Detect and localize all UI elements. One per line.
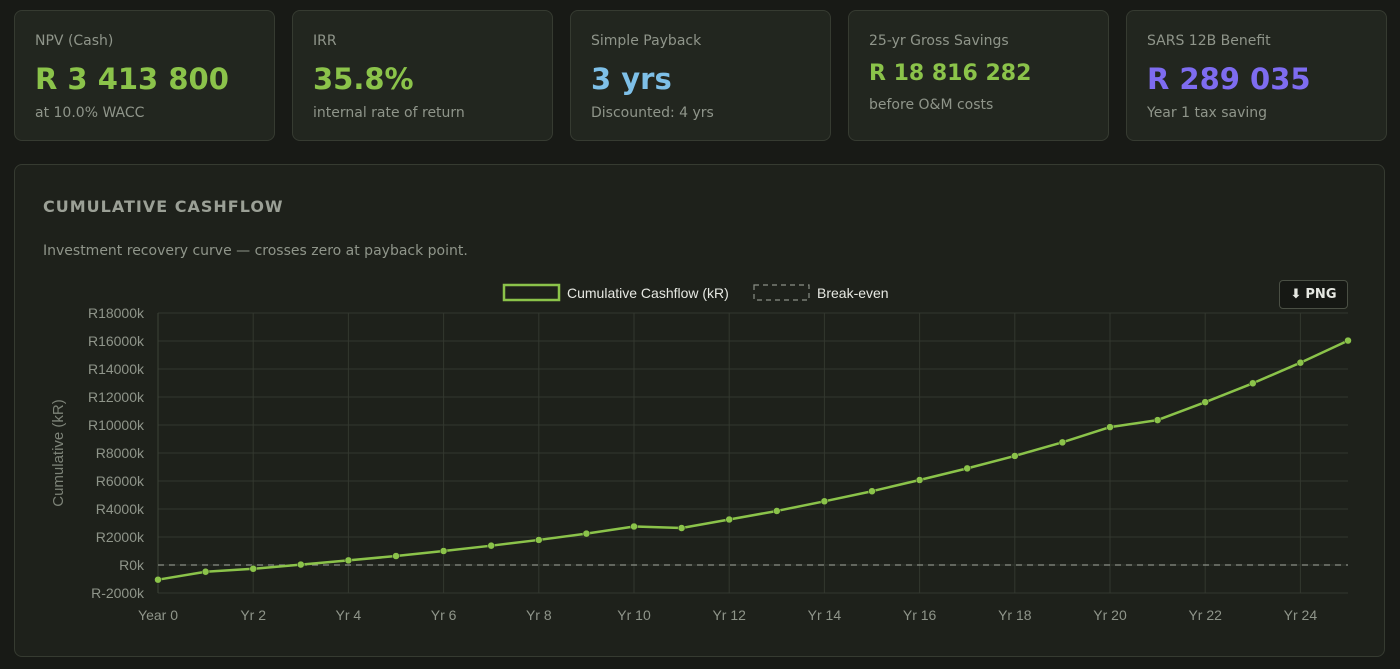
kpi-sub: Year 1 tax saving — [1147, 105, 1268, 121]
kpi-value: R 18 816 282 — [869, 61, 1032, 86]
download-png-button[interactable]: ⬇ PNG — [1279, 280, 1348, 309]
data-point — [1201, 398, 1209, 406]
y-tick-label: R-2000k — [91, 585, 145, 601]
x-tick-label: Yr 4 — [336, 607, 362, 623]
kpi-card-sars-benefit: SARS 12B Benefit R 289 035 Year 1 tax sa… — [1126, 10, 1387, 141]
data-point — [154, 575, 162, 584]
kpi-card-payback: Simple Payback 3 yrs Discounted: 4 yrs — [570, 10, 831, 141]
x-tick-label: Yr 6 — [431, 607, 457, 623]
y-axis-title: Cumulative (kR) — [50, 399, 67, 507]
kpi-value: R 3 413 800 — [35, 62, 229, 96]
kpi-label: 25-yr Gross Savings — [869, 33, 1009, 49]
x-tick-label: Yr 12 — [712, 607, 746, 623]
x-tick-label: Yr 20 — [1093, 607, 1127, 623]
data-point — [677, 524, 686, 532]
x-tick-label: Yr 16 — [903, 607, 937, 623]
cumulative-cashflow-line — [157, 339, 1349, 581]
data-point — [820, 497, 829, 506]
data-point — [392, 552, 400, 560]
kpi-sub: before O&M costs — [869, 97, 994, 113]
y-tick-label: R10000k — [88, 417, 145, 433]
kpi-card-gross-savings: 25-yr Gross Savings R 18 816 282 before … — [848, 10, 1109, 141]
y-tick-label: R16000k — [88, 333, 145, 349]
data-point — [773, 507, 781, 515]
data-point — [725, 515, 733, 524]
kpi-row: NPV (Cash) R 3 413 800 at 10.0% WACC IRR… — [14, 10, 1387, 141]
y-tick-label: R6000k — [96, 473, 145, 489]
data-point — [963, 464, 971, 473]
cashflow-panel: CUMULATIVE CASHFLOW Investment recovery … — [14, 164, 1385, 657]
download-png-label: PNG — [1305, 287, 1337, 302]
kpi-sub: Discounted: 4 yrs — [591, 105, 714, 121]
data-point — [1344, 336, 1352, 345]
data-point — [1153, 416, 1162, 424]
y-tick-label: R4000k — [96, 501, 145, 517]
x-tick-label: Yr 14 — [808, 607, 842, 623]
data-point — [915, 476, 924, 484]
data-point — [201, 567, 210, 576]
panel-description: Investment recovery curve — crosses zero… — [43, 243, 468, 259]
y-tick-label: R18000k — [88, 305, 145, 321]
data-point — [582, 529, 591, 538]
y-tick-label: R12000k — [88, 389, 145, 405]
data-point — [297, 560, 305, 569]
legend-label-break-even: Break-even — [817, 285, 889, 301]
legend-label-cumulative: Cumulative Cashflow (kR) — [567, 285, 729, 301]
kpi-label: SARS 12B Benefit — [1147, 33, 1271, 49]
x-tick-label: Yr 24 — [1284, 607, 1318, 623]
y-tick-label: R14000k — [88, 361, 145, 377]
kpi-label: IRR — [313, 33, 337, 49]
data-point — [1249, 379, 1257, 388]
data-point — [487, 541, 495, 550]
data-point — [1296, 358, 1305, 367]
data-point — [1106, 423, 1114, 431]
x-tick-label: Yr 2 — [240, 607, 266, 623]
kpi-label: Simple Payback — [591, 33, 702, 49]
kpi-label: NPV (Cash) — [35, 33, 114, 49]
kpi-sub: internal rate of return — [313, 105, 465, 121]
kpi-card-npv: NPV (Cash) R 3 413 800 at 10.0% WACC — [14, 10, 275, 141]
data-point — [344, 556, 353, 565]
data-point — [1011, 452, 1019, 460]
download-arrow-icon: ⬇ — [1290, 287, 1302, 302]
x-tick-label: Yr 18 — [998, 607, 1032, 623]
kpi-value: 3 yrs — [591, 62, 672, 96]
x-tick-label: Yr 10 — [617, 607, 651, 623]
kpi-sub: at 10.0% WACC — [35, 105, 145, 121]
data-point — [535, 536, 543, 544]
x-tick-label: Yr 8 — [526, 607, 552, 623]
data-point — [868, 487, 876, 495]
data-point — [249, 565, 257, 573]
data-point — [630, 522, 638, 531]
kpi-value: 35.8% — [313, 62, 414, 96]
legend-swatch-cumulative — [502, 283, 561, 302]
panel-title: CUMULATIVE CASHFLOW — [43, 197, 284, 216]
y-tick-label: R8000k — [96, 445, 145, 461]
y-tick-label: R2000k — [96, 529, 145, 545]
data-point — [439, 547, 448, 555]
kpi-card-irr: IRR 35.8% internal rate of return — [292, 10, 553, 141]
y-tick-label: R0k — [119, 557, 145, 573]
kpi-value: R 289 035 — [1147, 62, 1311, 96]
data-point — [1058, 438, 1067, 447]
legend-swatch-break-even — [753, 284, 810, 301]
x-tick-label: Yr 22 — [1188, 607, 1222, 623]
x-tick-label: Year 0 — [138, 607, 178, 623]
